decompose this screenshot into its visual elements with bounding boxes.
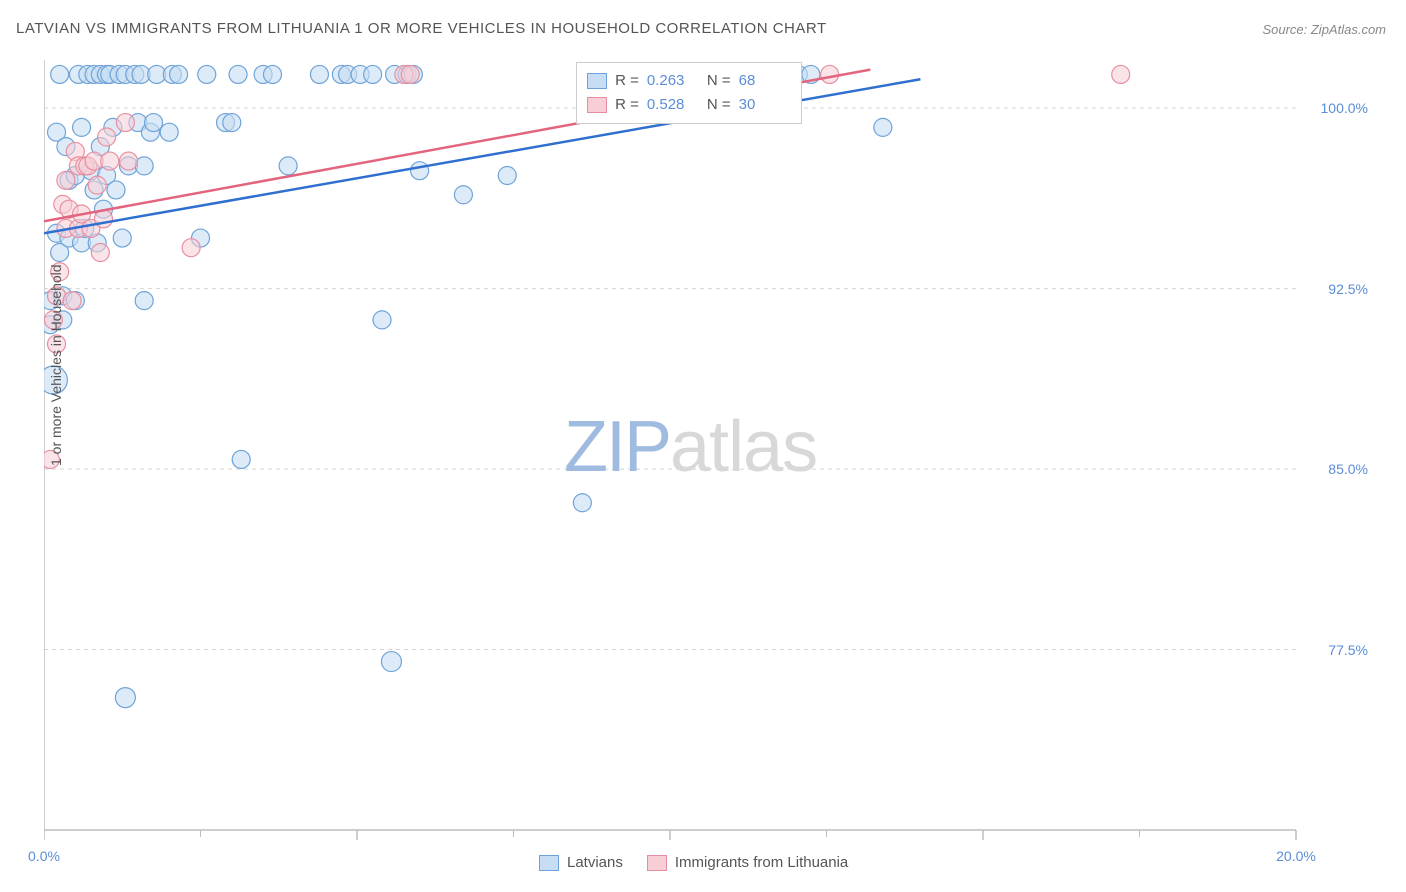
y-tick-label: 92.5% <box>1328 281 1368 297</box>
stats-legend: R = 0.263 N = 68 R = 0.528 N = 30 <box>576 62 802 124</box>
r-label: R = <box>615 93 639 117</box>
x-tick-label: 20.0% <box>1276 848 1316 864</box>
n-label: N = <box>707 69 731 93</box>
y-tick-label: 100.0% <box>1321 100 1368 116</box>
source-attribution: Source: ZipAtlas.com <box>1262 22 1386 37</box>
legend-swatch <box>587 73 607 89</box>
correlation-chart: 1 or more Vehicles in Household R = 0.263… <box>44 46 1386 842</box>
y-tick-label: 77.5% <box>1328 642 1368 658</box>
n-value: 68 <box>739 69 791 93</box>
r-label: R = <box>615 69 639 93</box>
series-legend-label: Immigrants from Lithuania <box>675 854 848 871</box>
r-value: 0.263 <box>647 69 699 93</box>
legend-swatch <box>647 855 667 871</box>
series-legend-item: Latvians <box>539 854 623 871</box>
stats-legend-row: R = 0.528 N = 30 <box>587 93 791 117</box>
series-legend: Latvians Immigrants from Lithuania <box>539 854 848 871</box>
legend-swatch <box>587 97 607 113</box>
chart-title: LATVIAN VS IMMIGRANTS FROM LITHUANIA 1 O… <box>16 20 827 37</box>
legend-swatch <box>539 855 559 871</box>
n-label: N = <box>707 93 731 117</box>
chart-canvas <box>44 46 1386 842</box>
y-tick-label: 85.0% <box>1328 461 1368 477</box>
y-axis-label: 1 or more Vehicles in Household <box>48 264 64 466</box>
r-value: 0.528 <box>647 93 699 117</box>
series-legend-item: Immigrants from Lithuania <box>647 854 848 871</box>
x-tick-label: 0.0% <box>28 848 60 864</box>
n-value: 30 <box>739 93 791 117</box>
series-legend-label: Latvians <box>567 854 623 871</box>
stats-legend-row: R = 0.263 N = 68 <box>587 69 791 93</box>
